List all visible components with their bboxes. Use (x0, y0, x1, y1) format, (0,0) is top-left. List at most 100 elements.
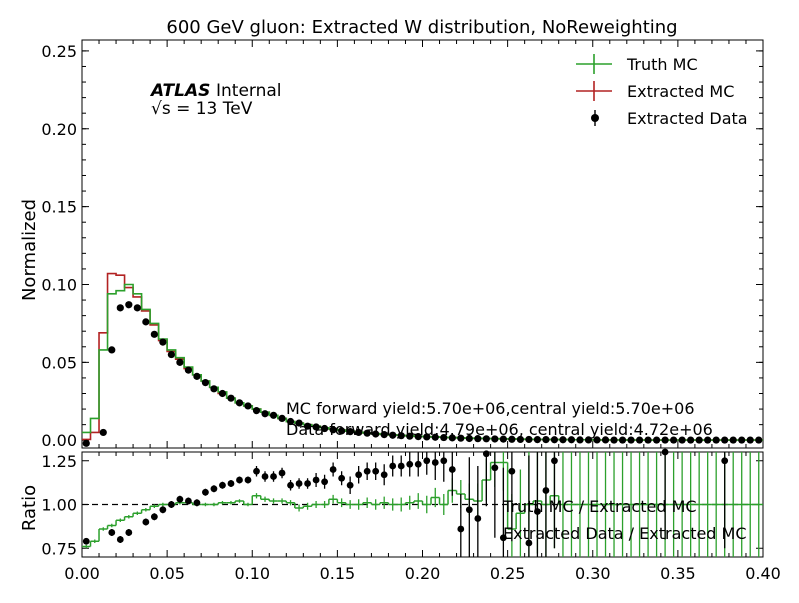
data-point (142, 318, 150, 326)
data-point (508, 435, 516, 443)
ratio-data-point (125, 529, 133, 536)
ratio-data-point (499, 534, 507, 542)
data-point (499, 435, 507, 443)
ratio-data-point (261, 473, 269, 480)
data-point (269, 411, 278, 419)
ratio-data-point (321, 478, 329, 486)
data-point (457, 434, 465, 442)
legend-label-data: Extracted Data (627, 109, 748, 128)
ratio-data-point (372, 467, 380, 475)
data-point (635, 436, 644, 444)
data-point (363, 429, 371, 437)
ratio-data-point (448, 466, 456, 473)
legend-label-truth: Truth MC (626, 55, 698, 74)
ratio-data-point (355, 471, 363, 479)
data-point (176, 358, 184, 366)
ratio-data-point (167, 501, 175, 508)
data-point (721, 436, 729, 444)
ratio-data-point (389, 462, 397, 470)
data-point (372, 430, 380, 438)
data-point (482, 435, 490, 443)
bottom-axes: 0.00 0.05 0.10 0.15 0.20 0.25 0.30 0.35 0.40 0.75… (41, 452, 780, 583)
x-tick-label: 0.30 (575, 564, 611, 583)
legend-marker-data (591, 114, 599, 122)
data-point (346, 428, 354, 436)
energy-label: √s = 13 TeV (151, 99, 253, 119)
data-point (491, 435, 499, 443)
legend-item-extracted-mc: Extracted MC (576, 81, 734, 101)
ratio-data-point (295, 480, 303, 487)
data-point (576, 436, 584, 444)
ratio-data-point (423, 457, 431, 465)
ratio-data-point (193, 499, 201, 507)
ratio-data-point (108, 529, 116, 536)
data-point (159, 338, 167, 346)
x-tick-label: 0.05 (149, 564, 185, 583)
data-point (712, 436, 720, 444)
data-point (261, 410, 269, 418)
data-point (82, 439, 90, 447)
data-point (167, 350, 175, 359)
data-point (133, 304, 141, 312)
ratio-data-point (431, 459, 439, 466)
data-point (303, 422, 312, 430)
ratio-data-point (346, 481, 354, 489)
ratio-data-point (482, 450, 490, 458)
data-point (729, 436, 737, 444)
data-point (193, 372, 201, 380)
data-point (380, 431, 388, 439)
data-point (516, 435, 524, 444)
ratio-data-point (244, 476, 252, 484)
data-point (567, 436, 576, 444)
data-point (278, 414, 286, 423)
ratio-data-point (551, 457, 558, 465)
y-axis-label-top: Normalized (19, 199, 40, 301)
ratio-data-point (440, 457, 448, 465)
data-point (550, 436, 559, 444)
y-tick-label-top: 0.10 (41, 275, 77, 294)
ratio-data-point (210, 485, 218, 493)
ratio-data-point (219, 481, 226, 489)
data-point (244, 402, 252, 410)
data-point (755, 436, 763, 444)
ratio-data-point (159, 506, 167, 514)
x-tick-label: 0.25 (490, 564, 526, 583)
ratio-data-point (508, 467, 516, 475)
y-tick-label-top: 0.15 (41, 198, 77, 217)
data-point (125, 301, 133, 309)
y-tick-label-bottom: 0.75 (41, 539, 77, 558)
legend-label-extracted-mc: Extracted MC (627, 82, 734, 101)
data-point (329, 426, 337, 434)
legend: Truth MC Extracted MC Extracted Data (576, 54, 748, 128)
ratio-data-point (465, 506, 473, 514)
data-point (389, 431, 397, 439)
data-point (627, 436, 635, 444)
ratio-data-point (202, 488, 209, 496)
y-tick-label-top: 0.20 (41, 120, 77, 139)
data-point (338, 427, 346, 435)
y-tick-label-top: 0.00 (41, 431, 77, 450)
data-point (218, 389, 227, 398)
ratio-label-data: Extracted Data / Extracted MC (503, 524, 747, 543)
ratio-data-point (270, 473, 277, 480)
data-yield-annotation: Data forward yield:4.79e+06, central yie… (286, 420, 713, 439)
data-point (295, 419, 303, 427)
x-tick-label: 0.35 (660, 564, 696, 583)
ratio-data-point (406, 460, 414, 468)
ratio-data-point (287, 481, 294, 489)
ratio-data-point (380, 471, 388, 479)
y-axis-label-bottom: Ratio (19, 485, 40, 531)
data-point (116, 304, 124, 312)
ratio-label-truth: Truth MC / Extracted MC (502, 497, 697, 516)
chart-title: 600 GeV gluon: Extracted W distribution,… (166, 17, 677, 38)
x-tick-label: 0.40 (745, 564, 781, 583)
data-point (465, 434, 473, 443)
legend-item-truth: Truth MC (576, 54, 698, 74)
ratio-data-point (142, 518, 150, 526)
data-point (678, 436, 686, 444)
data-point (312, 423, 320, 431)
data-point (661, 436, 669, 444)
data-point (695, 436, 703, 444)
mc-yield-annotation: MC forward yield:5.70e+06,central yield:… (286, 399, 695, 418)
